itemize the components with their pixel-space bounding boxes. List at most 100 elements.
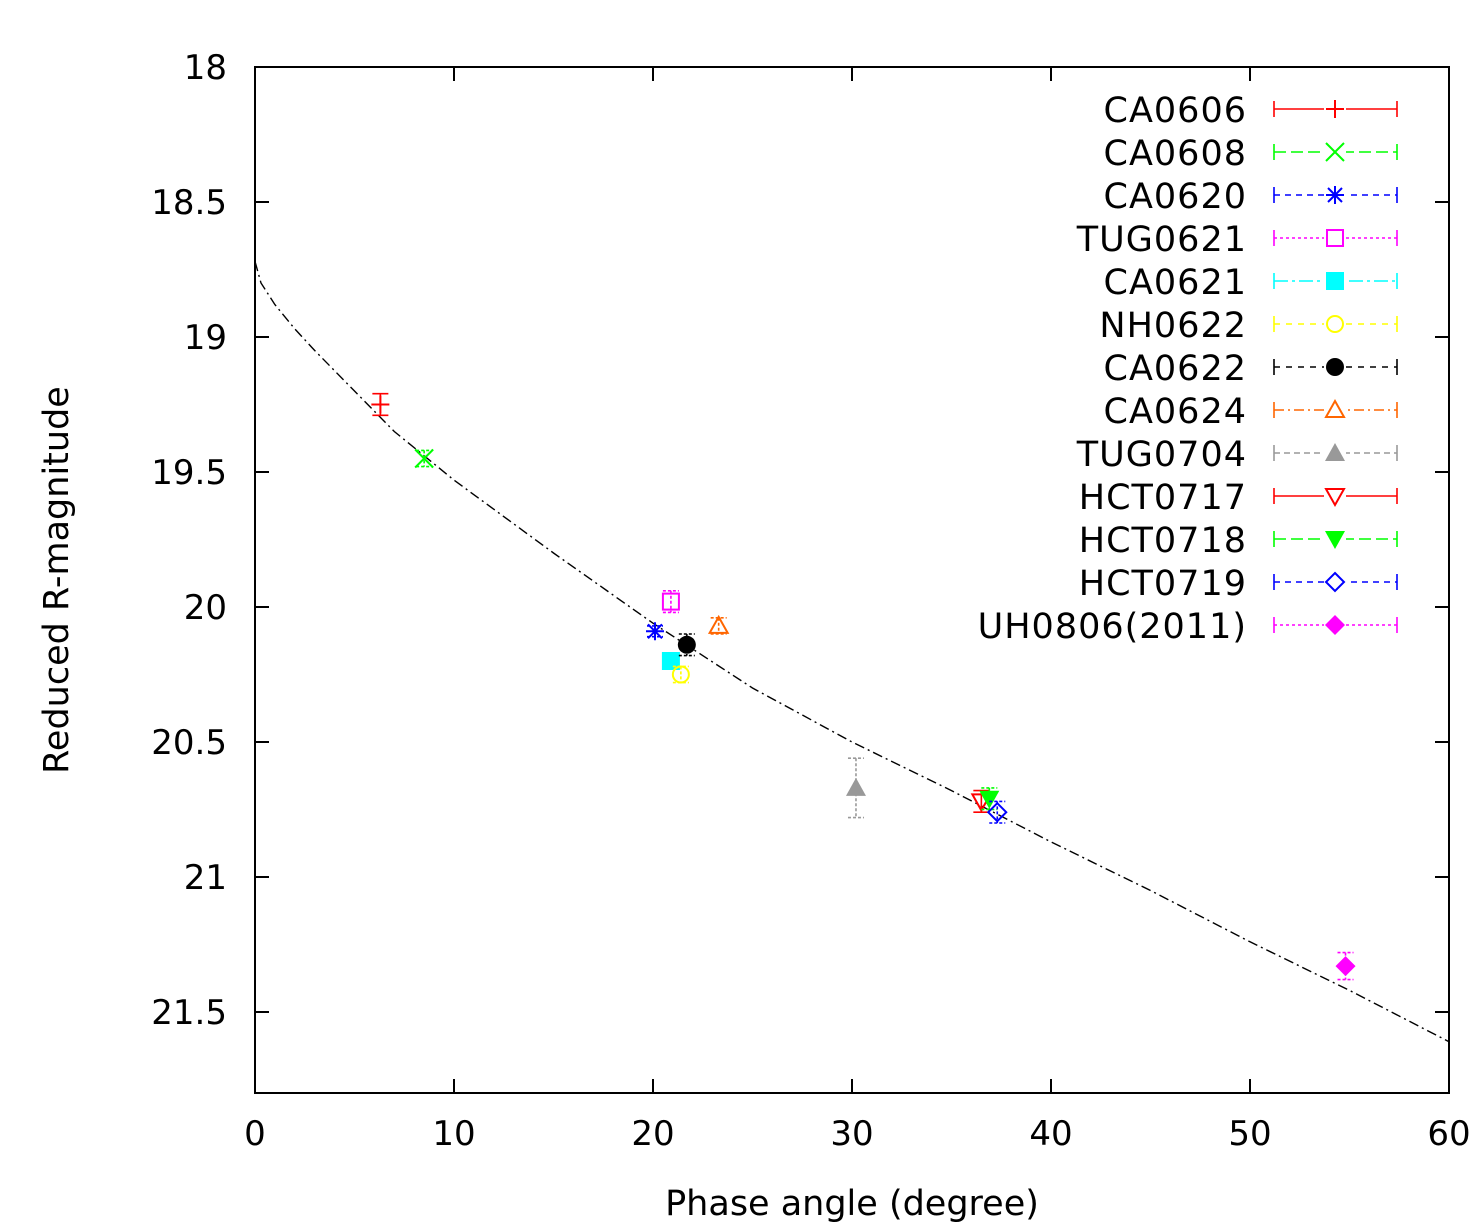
- point-marker: [414, 448, 434, 469]
- error-bar: [989, 800, 1006, 824]
- data-point-hct0718: [979, 787, 1000, 811]
- legend-item: CA0621: [1104, 263, 1398, 303]
- legend-item: CA0622: [1104, 349, 1398, 389]
- legend-label: HCT0719: [1079, 564, 1247, 604]
- data-point-tug0704: [845, 757, 866, 819]
- x-tick-label: 60: [1427, 1114, 1470, 1154]
- legend-item: CA0620: [1104, 177, 1398, 217]
- legend-label: CA0608: [1104, 134, 1247, 174]
- legend: CA0606CA0608CA0620TUG0621CA0621NH0622CA0…: [978, 91, 1398, 647]
- x-tick-label: 30: [830, 1114, 873, 1154]
- legend-marker-bg: [1324, 227, 1346, 249]
- y-tick-label: 21: [184, 858, 227, 898]
- marker-shape: [414, 448, 434, 469]
- legend-marker: [1326, 358, 1344, 376]
- marker-shape: [671, 665, 690, 684]
- point-marker: [671, 665, 690, 684]
- plot-frame: [254, 66, 1450, 1094]
- point-marker: [986, 801, 1008, 823]
- marker-shape: [1324, 488, 1346, 508]
- point-marker: [677, 635, 696, 654]
- marker-shape: [1326, 315, 1344, 333]
- y-tick-label: 18.5: [151, 183, 227, 223]
- point-marker: [371, 395, 390, 414]
- x-tick-label: 0: [244, 1114, 266, 1154]
- data-point-tug0621: [661, 590, 680, 614]
- y-tick-label: 19: [184, 318, 227, 358]
- legend-item: CA0608: [1104, 134, 1398, 174]
- marker-shape: [1326, 358, 1344, 376]
- y-axis-label: Reduced R-magnitude: [37, 386, 77, 774]
- data-point-ca0620: [645, 622, 664, 641]
- legend-label: CA0606: [1104, 91, 1247, 131]
- legend-label: CA0622: [1104, 349, 1247, 389]
- point-marker: [645, 622, 664, 641]
- data-point-ca0622: [677, 633, 696, 657]
- x-axis-label: Phase angle (degree): [665, 1184, 1039, 1224]
- y-tick-label: 18: [184, 48, 227, 88]
- legend-label: UH0806(2011): [978, 607, 1247, 647]
- legend-marker-bg: [1324, 485, 1346, 507]
- legend-item: CA0606: [1104, 91, 1398, 131]
- legend-marker-bg: [1324, 399, 1346, 421]
- x-tick-label: 40: [1029, 1114, 1072, 1154]
- legend-item: HCT0719: [1079, 564, 1398, 604]
- error-bar: [416, 449, 433, 468]
- y-tick-label: 20.5: [151, 723, 227, 763]
- legend-label: HCT0717: [1079, 478, 1247, 518]
- legend-item: HCT0717: [1079, 478, 1398, 518]
- legend-marker: [1326, 315, 1344, 333]
- legend-marker: [1325, 443, 1345, 461]
- legend-marker: [1326, 100, 1344, 118]
- marker-shape: [979, 790, 1000, 809]
- legend-marker: [1325, 615, 1345, 635]
- legend-label: CA0624: [1104, 392, 1247, 432]
- axes-layer: 0 10 20 30 40 50 60 18 18.5 19 19.5 20 20.5 21 21.5: [151, 48, 1470, 1154]
- fit-curve-layer: [254, 261, 1450, 1043]
- point-marker: [661, 592, 680, 611]
- legend-marker: [1325, 142, 1345, 162]
- legend-marker: [1325, 531, 1345, 549]
- point-marker: [707, 614, 730, 634]
- marker-shape: [371, 395, 390, 414]
- legend-label: TUG0704: [1076, 435, 1247, 475]
- legend-label: HCT0718: [1079, 521, 1247, 561]
- marker-shape: [845, 777, 866, 796]
- marker-shape: [1325, 443, 1345, 461]
- legend-label: CA0620: [1104, 177, 1247, 217]
- marker-shape: [1324, 571, 1346, 593]
- point-marker: [979, 790, 1000, 809]
- y-tick-label: 19.5: [151, 453, 227, 493]
- marker-shape: [1326, 100, 1344, 118]
- legend-label: NH0622: [1099, 306, 1247, 346]
- y-tick-label: 21.5: [151, 993, 227, 1033]
- fit-curve: [254, 261, 1450, 1043]
- legend-marker: [1324, 488, 1346, 508]
- legend-label: TUG0621: [1076, 220, 1247, 260]
- marker-shape: [645, 622, 664, 641]
- marker-shape: [986, 801, 1008, 823]
- y-tick-label: 20: [184, 588, 227, 628]
- marker-shape: [661, 592, 680, 611]
- marker-shape: [661, 652, 680, 670]
- legend-item: HCT0718: [1079, 521, 1398, 561]
- legend-marker: [1326, 272, 1344, 290]
- legend-marker: [1324, 571, 1346, 593]
- data-point-hct0719: [986, 800, 1008, 824]
- error-bar: [847, 757, 864, 819]
- legend-item: CA0624: [1104, 392, 1398, 432]
- x-tick-label: 10: [432, 1114, 475, 1154]
- x-tick-label: 20: [631, 1114, 674, 1154]
- marker-shape: [1326, 229, 1344, 247]
- data-point-uh0806-2011-: [1335, 951, 1356, 981]
- legend-marker: [1326, 186, 1344, 204]
- legend-marker: [1326, 229, 1344, 247]
- marker-shape: [707, 614, 730, 634]
- legend-item: TUG0704: [1076, 435, 1398, 475]
- data-point-ca0621: [661, 652, 680, 670]
- legend-marker: [1324, 398, 1346, 418]
- point-marker: [1335, 956, 1356, 977]
- marker-shape: [677, 635, 696, 654]
- marker-shape: [1324, 398, 1346, 418]
